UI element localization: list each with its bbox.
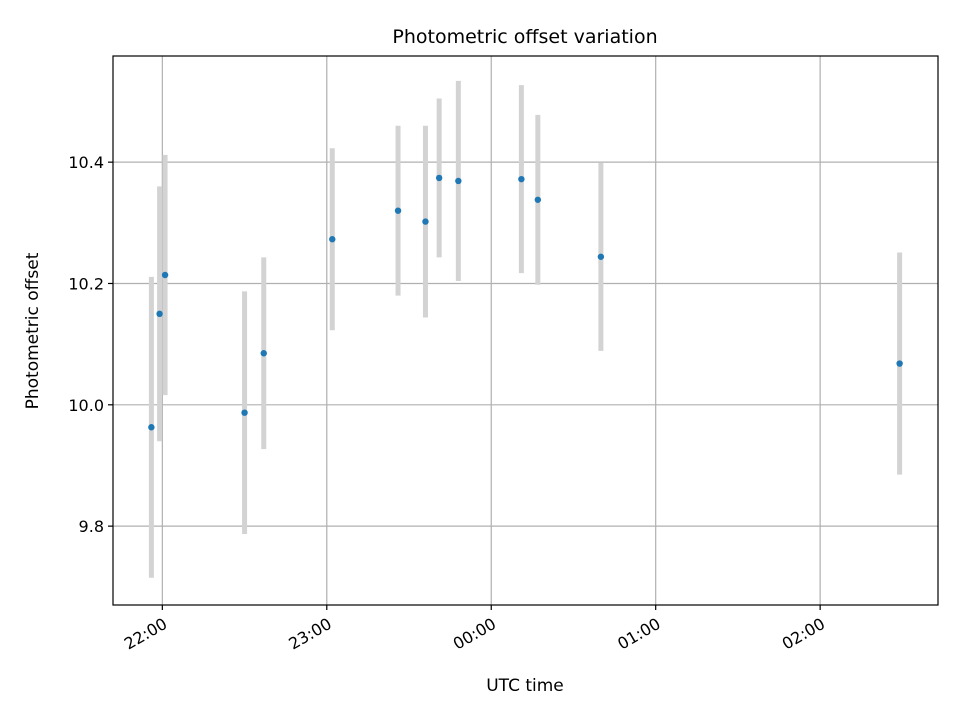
data-point bbox=[148, 424, 155, 431]
grid-lines bbox=[113, 56, 938, 605]
data-point bbox=[597, 253, 605, 260]
data-point bbox=[156, 310, 163, 318]
data-point bbox=[394, 207, 402, 214]
y-axis-ticks: 9.8 10.0 10.2 10.4 bbox=[68, 153, 113, 536]
plot-frame bbox=[112, 55, 939, 606]
x-axis-ticks: 22:00 23:00 00:00 01:00 02:00 bbox=[121, 605, 828, 654]
data-point bbox=[896, 360, 903, 367]
error-bars bbox=[148, 80, 903, 578]
data-points bbox=[148, 174, 903, 431]
x-tick-label: 02:00 bbox=[779, 614, 828, 654]
chart-title: Photometric offset variation bbox=[392, 26, 657, 48]
x-axis-label: UTC time bbox=[486, 676, 564, 696]
data-point bbox=[534, 196, 542, 203]
data-point bbox=[435, 174, 443, 182]
y-tick-label: 9.8 bbox=[79, 517, 104, 536]
data-point bbox=[422, 218, 429, 225]
data-point bbox=[329, 236, 336, 243]
y-axis-label: Photometric offset bbox=[23, 252, 43, 409]
x-tick-label: 01:00 bbox=[614, 614, 663, 654]
y-tick-label: 10.0 bbox=[68, 396, 104, 415]
data-point bbox=[241, 409, 248, 416]
data-point bbox=[161, 271, 169, 279]
x-tick-label: 22:00 bbox=[121, 614, 170, 654]
y-tick-label: 10.4 bbox=[68, 153, 104, 172]
data-point bbox=[455, 177, 462, 185]
data-point bbox=[260, 350, 267, 357]
x-tick-label: 23:00 bbox=[285, 614, 334, 654]
y-tick-label: 10.2 bbox=[68, 274, 104, 293]
x-tick-label: 00:00 bbox=[450, 614, 499, 654]
data-point bbox=[518, 175, 525, 183]
